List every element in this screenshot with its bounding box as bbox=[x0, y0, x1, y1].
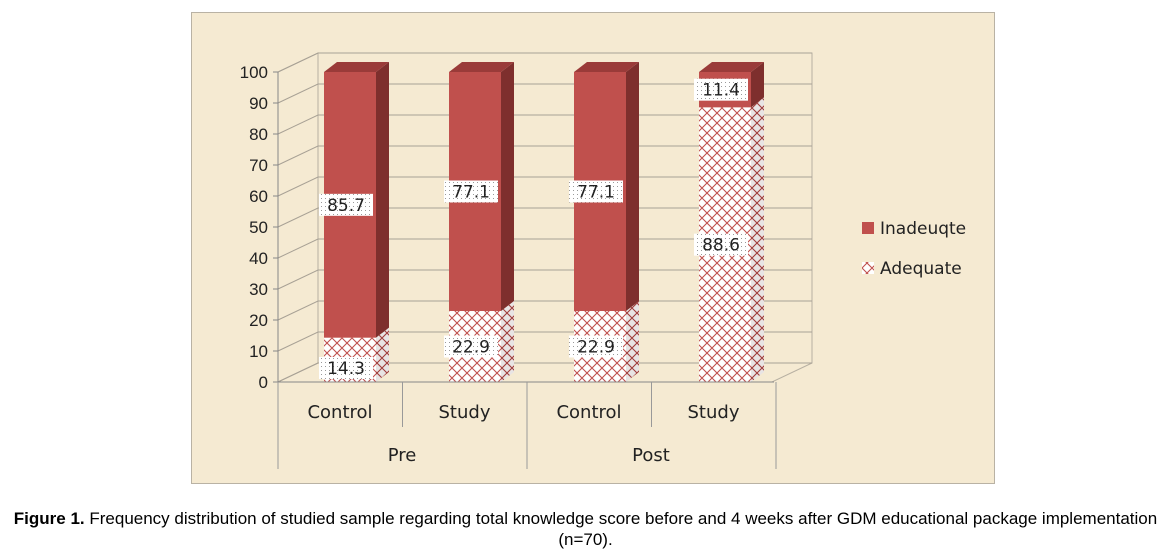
bar-side bbox=[501, 62, 514, 312]
data-label: 22.9 bbox=[569, 335, 623, 358]
gridline bbox=[277, 83, 812, 104]
bar-side bbox=[376, 327, 389, 382]
data-label-box bbox=[694, 78, 748, 101]
bar-side bbox=[501, 301, 514, 382]
y-axis-ticks: 0 10 20 30 40 50 60 70 80 90 100 bbox=[240, 63, 279, 392]
data-label: 14.3 bbox=[319, 357, 373, 379]
figure-caption: Figure 1. Frequency distribution of stud… bbox=[0, 508, 1171, 550]
stacked-bar-chart: 0 10 20 30 40 50 60 70 80 90 100 14.3 85.7 22.9 77.1 2… bbox=[240, 52, 966, 469]
gridline bbox=[277, 145, 812, 166]
bar-side bbox=[751, 62, 764, 108]
data-label: 22.9 bbox=[444, 335, 498, 358]
gridline bbox=[277, 269, 812, 290]
gridline bbox=[277, 176, 812, 197]
group-label: Post bbox=[632, 445, 670, 466]
bar-side bbox=[751, 97, 764, 382]
data-label: 77.1 bbox=[444, 180, 498, 203]
data-label-text: 88.6 bbox=[702, 236, 740, 256]
gridlines bbox=[277, 52, 812, 383]
category-label: Study bbox=[439, 402, 491, 423]
y-tick-label: 0 bbox=[259, 373, 268, 392]
x-axis: Control Study Control Study Pre Post bbox=[277, 381, 777, 469]
data-label: 11.4 bbox=[694, 78, 748, 101]
y-tick-label: 90 bbox=[249, 94, 268, 113]
y-tick-label: 10 bbox=[249, 342, 268, 361]
y-tick-label: 70 bbox=[249, 156, 268, 175]
data-label-text: 22.9 bbox=[577, 338, 615, 358]
data-label: 88.6 bbox=[694, 233, 748, 256]
data-label-text: 85.7 bbox=[327, 196, 365, 216]
data-label-box bbox=[569, 180, 623, 203]
data-label-text: 77.1 bbox=[452, 183, 490, 203]
bar-side bbox=[376, 62, 389, 338]
category-label: Control bbox=[307, 402, 372, 423]
data-label-box bbox=[444, 180, 498, 203]
y-tick-label: 100 bbox=[240, 63, 268, 82]
data-label-box bbox=[319, 193, 373, 216]
data-label-box bbox=[444, 335, 498, 358]
data-label: 77.1 bbox=[569, 180, 623, 203]
y-tick-label: 80 bbox=[249, 125, 268, 144]
data-label-box bbox=[694, 233, 748, 256]
data-label-text: 14.3 bbox=[327, 359, 365, 379]
group-label: Pre bbox=[388, 445, 417, 466]
gridline bbox=[277, 238, 812, 259]
gridline bbox=[277, 300, 812, 321]
legend-swatch bbox=[862, 262, 874, 274]
gridline bbox=[277, 114, 812, 135]
gridline bbox=[277, 331, 812, 352]
chart-area: 0 10 20 30 40 50 60 70 80 90 100 14.3 85.7 22.9 77.1 2… bbox=[191, 12, 995, 484]
data-label-text: 77.1 bbox=[577, 183, 615, 203]
y-tick-label: 20 bbox=[249, 311, 268, 330]
bar-top bbox=[699, 62, 764, 72]
figure-caption-label: Figure 1. bbox=[13, 509, 85, 528]
category-label: Study bbox=[688, 402, 740, 423]
bar-top bbox=[324, 62, 389, 72]
category-label: Control bbox=[556, 402, 621, 423]
data-label-text: 22.9 bbox=[452, 338, 490, 358]
gridline bbox=[277, 52, 812, 73]
gridline bbox=[277, 362, 812, 383]
gridline bbox=[277, 207, 812, 228]
legend-swatch bbox=[862, 222, 874, 234]
legend: Inadeuqte Adequate bbox=[862, 219, 966, 279]
data-label-box bbox=[319, 357, 373, 379]
bars: 14.3 85.7 22.9 77.1 22.9 77.1 88.6 11.4 bbox=[319, 62, 764, 382]
y-tick-label: 30 bbox=[249, 280, 268, 299]
y-tick-label: 50 bbox=[249, 218, 268, 237]
bar-top bbox=[449, 62, 514, 72]
legend-label: Inadeuqte bbox=[880, 219, 966, 239]
y-tick-label: 40 bbox=[249, 249, 268, 268]
bar-top bbox=[574, 62, 639, 72]
data-label-text: 11.4 bbox=[702, 81, 740, 101]
data-label: 85.7 bbox=[319, 193, 373, 216]
bar-side bbox=[626, 62, 639, 312]
data-label-box bbox=[569, 335, 623, 358]
y-tick-label: 60 bbox=[249, 187, 268, 206]
figure-caption-text: Frequency distribution of studied sample… bbox=[84, 509, 1158, 549]
legend-label: Adequate bbox=[880, 259, 962, 279]
bar-side bbox=[626, 301, 639, 382]
